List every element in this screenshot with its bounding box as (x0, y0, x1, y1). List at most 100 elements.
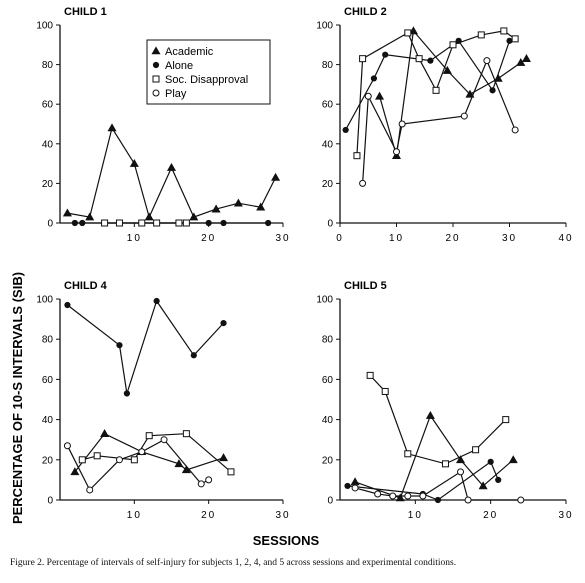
x-tick-label: 30 (275, 510, 290, 521)
academic-series (350, 410, 518, 502)
x-tick-label: 20 (445, 233, 460, 244)
play-point (404, 492, 412, 500)
alone-point (190, 352, 197, 359)
y-tick-label: 0 (47, 219, 53, 230)
soc-disapproval-point (449, 41, 457, 49)
legend-alone-label: Alone (165, 60, 193, 72)
alone-point (342, 126, 349, 134)
legend-play-marker (152, 89, 160, 97)
play-point (115, 456, 123, 464)
legend-alone-marker (152, 61, 160, 69)
legend-play-label: Play (165, 88, 187, 100)
alone-point (344, 482, 351, 490)
academic-point (521, 54, 531, 62)
alone-point (71, 219, 78, 227)
x-tick-label: 30 (502, 233, 517, 244)
alone-point (495, 476, 502, 483)
alone-point (434, 496, 442, 504)
play-point (160, 436, 168, 444)
y-tick-label: 0 (47, 496, 53, 507)
alone-series (342, 37, 513, 134)
soc-disapproval-series (366, 371, 510, 468)
soc-disapproval-point (432, 86, 440, 94)
soc-disapproval-point (101, 219, 109, 227)
play-point (398, 120, 406, 128)
legend-academic-label: Academic (165, 46, 214, 58)
y-tick-label: 100 (36, 295, 53, 306)
academic-point (508, 455, 518, 464)
academic-point (107, 123, 117, 132)
soc-disapproval-point (381, 387, 389, 395)
x-tick-label: 20 (201, 510, 216, 521)
y-tick-label: 100 (316, 295, 333, 306)
legend-soc-disapproval-marker (152, 75, 160, 83)
academic-point (144, 212, 154, 221)
x-tick-label: 10 (408, 510, 423, 521)
academic-point (465, 89, 475, 98)
x-tick-label: 30 (558, 510, 573, 521)
play-point (419, 492, 427, 500)
alone-point (220, 320, 227, 327)
academic-point (189, 212, 199, 221)
play-point (205, 476, 213, 484)
play-point (351, 484, 359, 492)
play-point (389, 492, 397, 500)
y-tick-label: 20 (322, 179, 334, 190)
child-5-panel: CHILD 5 0 20 40 60 80 100 10 20 30 (316, 280, 573, 521)
y-tick-label: 80 (42, 335, 54, 346)
soc-disapproval-point (477, 31, 485, 39)
academic-line (354, 414, 514, 499)
x-tick-label: 20 (483, 510, 498, 521)
x-tick-label: 40 (558, 233, 573, 244)
play-point (511, 126, 519, 134)
soc-disapproval-point (227, 468, 235, 476)
academic-point (516, 58, 526, 66)
panel-title: CHILD 1 (64, 6, 107, 18)
y-tick-label: 100 (36, 21, 53, 32)
academic-point (166, 162, 177, 171)
alone-point (123, 390, 130, 397)
play-point (483, 57, 491, 65)
soc-disapproval-point (182, 430, 190, 438)
y-tick-label: 0 (327, 219, 333, 230)
play-point (517, 496, 525, 504)
academic-point (233, 198, 243, 207)
y-tick-label: 80 (322, 60, 334, 71)
soc-disapproval-point (138, 219, 146, 227)
soc-disapproval-point (145, 432, 153, 440)
alone-series (344, 458, 502, 504)
academic-point (70, 467, 80, 476)
play-series (359, 57, 519, 187)
x-tick-label: 10 (127, 510, 142, 521)
alone-point (116, 342, 123, 349)
soc-disapproval-point (182, 219, 190, 227)
play-line (66, 438, 209, 491)
y-tick-label: 80 (42, 60, 54, 71)
legend: Academic Alone Soc. Disapproval Play (146, 39, 271, 105)
alone-series (71, 219, 272, 227)
academic-line (67, 126, 277, 219)
x-tick-label: 10 (127, 233, 142, 244)
play-point (197, 480, 205, 488)
y-tick-label: 0 (327, 496, 333, 507)
play-point (457, 468, 465, 476)
soc-disapproval-point (511, 35, 519, 43)
soc-disapproval-point (175, 219, 183, 227)
soc-disapproval-point (130, 456, 138, 464)
academic-point (174, 459, 184, 468)
play-point (359, 179, 367, 187)
alone-point (79, 219, 86, 227)
play-series (63, 436, 213, 494)
academic-point (256, 202, 266, 211)
soc-disapproval-line (369, 374, 507, 465)
soc-disapproval-series (101, 219, 190, 227)
x-tick-label: 0 (336, 233, 344, 244)
play-line (362, 59, 516, 184)
alone-point (427, 57, 434, 64)
academic-point (456, 455, 466, 464)
y-axis-title: PERCENTAGE OF 10-S INTERVALS (SIB) (10, 272, 25, 524)
y-tick-label: 20 (322, 455, 334, 466)
child-1-panel: CHILD 1 0 20 40 60 80 100 10 20 30 (36, 6, 288, 244)
academic-point (100, 429, 110, 437)
